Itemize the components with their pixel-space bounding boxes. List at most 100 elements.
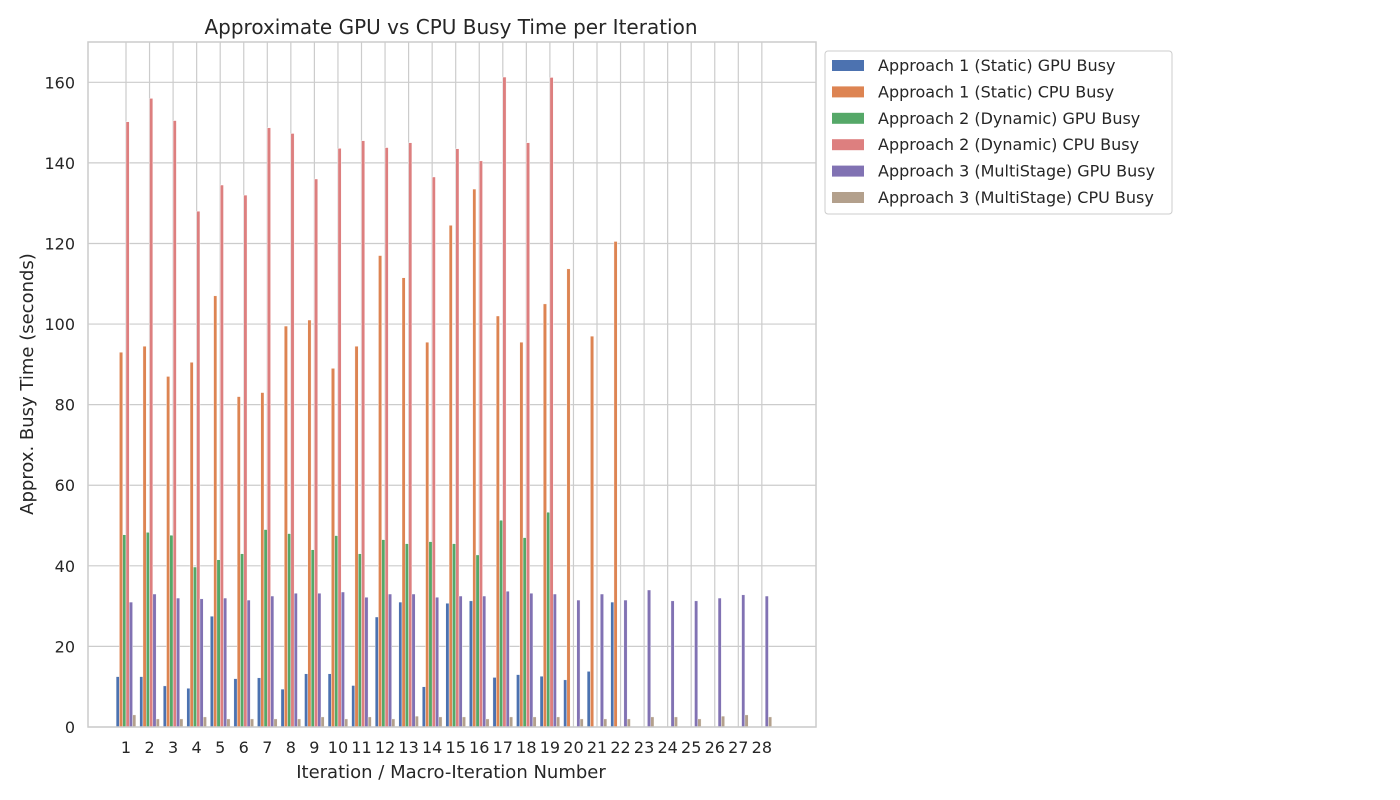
bar-series-4-iter-14 (431, 176, 436, 728)
bar-series-4-iter-3 (172, 120, 177, 728)
legend-entry: Approach 1 (Static) GPU Busy (878, 56, 1115, 75)
bar-series-4-iter-1 (125, 121, 130, 728)
bar-series-3-iter-19 (546, 512, 551, 728)
bar-series-2-iter-6 (236, 396, 241, 728)
bar-series-6-iter-3 (179, 718, 184, 728)
x-tick-label: 6 (239, 738, 249, 757)
bar-series-6-iter-9 (320, 716, 325, 728)
x-tick-label: 13 (398, 738, 418, 757)
x-tick-label: 7 (262, 738, 272, 757)
bar-series-3-iter-11 (358, 553, 362, 728)
bar-series-3-iter-14 (428, 541, 433, 728)
bar-series-6-iter-8 (297, 718, 301, 728)
bar-series-1-iter-21 (586, 671, 591, 728)
x-axis: 1 2 3 4 5 6 7 8 9 10 11 12 13 14 15 16 17 18 19 20 21 22 23 24 2… (121, 738, 772, 757)
bar-series-3-iter-4 (193, 566, 197, 728)
bar-series-2-iter-5 (213, 295, 218, 728)
x-tick-label: 9 (309, 738, 319, 757)
bar-series-6-iter-18 (532, 716, 537, 728)
bar-series-4-iter-4 (196, 211, 201, 728)
x-tick-label: 20 (563, 738, 583, 757)
bar-series-6-iter-14 (438, 716, 443, 728)
bar-series-3-iter-10 (334, 535, 339, 728)
bar-series-2-iter-22 (613, 241, 618, 728)
bar-series-6-iter-23 (650, 716, 655, 728)
bar-series-5-iter-1 (129, 601, 133, 728)
bar-series-1-iter-2 (139, 676, 144, 728)
bar-series-2-iter-8 (284, 325, 288, 728)
bar-series-3-iter-18 (522, 537, 527, 728)
y-tick-label: 160 (44, 73, 75, 92)
x-tick-label: 23 (634, 738, 654, 757)
x-tick-label: 2 (144, 738, 154, 757)
bar-series-6-iter-7 (273, 718, 278, 728)
bar-series-6-iter-10 (344, 718, 349, 728)
bar-series-6-iter-21 (603, 718, 608, 728)
x-tick-label: 15 (446, 738, 466, 757)
bar-series-1-iter-19 (539, 676, 544, 728)
bar-series-4-iter-5 (219, 184, 224, 728)
legend-entry: Approach 2 (Dynamic) GPU Busy (878, 109, 1140, 128)
bar-series-2-iter-16 (472, 188, 477, 728)
bar-series-5-iter-3 (176, 597, 180, 728)
y-axis-label: Approx. Busy Time (seconds) (17, 253, 38, 515)
bar-series-1-iter-17 (492, 677, 497, 728)
legend-swatch (832, 165, 864, 177)
bar-series-3-iter-5 (216, 559, 221, 728)
bar-series-2-iter-11 (354, 346, 359, 728)
bar-series-5-iter-28 (764, 595, 769, 728)
bar-series-1-iter-5 (210, 615, 214, 728)
bar-series-3-iter-16 (475, 554, 480, 728)
bar-series-3-iter-8 (287, 533, 292, 728)
x-tick-label: 21 (587, 738, 607, 757)
bar-series-4-iter-12 (384, 147, 389, 728)
bar-series-3-iter-15 (452, 543, 456, 728)
bar-series-6-iter-28 (768, 716, 772, 728)
bar-series-4-iter-9 (314, 178, 318, 728)
bar-series-2-iter-15 (448, 225, 453, 728)
bar-series-5-iter-11 (364, 597, 369, 728)
x-tick-label: 4 (192, 738, 202, 757)
y-tick-label: 140 (44, 154, 75, 173)
bar-series-6-iter-1 (132, 714, 137, 728)
bar-series-1-iter-15 (445, 603, 450, 728)
bar-series-4-iter-10 (337, 148, 342, 728)
bar-series-6-iter-15 (462, 716, 466, 728)
bar-series-4-iter-19 (549, 77, 554, 728)
bar-series-1-iter-7 (257, 677, 261, 728)
y-tick-label: 20 (55, 637, 75, 656)
bar-series-5-iter-7 (270, 595, 275, 728)
bar-series-4-iter-18 (526, 142, 530, 728)
bar-series-6-iter-17 (509, 716, 513, 728)
bar-series-2-iter-19 (543, 303, 547, 728)
bar-series-2-iter-18 (519, 341, 524, 728)
bar-series-5-iter-9 (317, 593, 322, 728)
bar-series-5-iter-17 (505, 591, 510, 728)
bar-series-1-iter-22 (610, 601, 615, 728)
bar-series-3-iter-12 (381, 539, 386, 728)
x-tick-label: 8 (286, 738, 296, 757)
bar-series-4-iter-6 (243, 194, 248, 728)
bar-series-3-iter-6 (240, 553, 244, 728)
bar-series-5-iter-2 (152, 593, 157, 728)
bar-series-1-iter-16 (469, 600, 473, 728)
legend-swatch (832, 139, 864, 151)
bar-series-6-iter-22 (626, 718, 631, 728)
bar-series-2-iter-9 (307, 319, 312, 728)
bar-series-6-iter-6 (250, 718, 254, 728)
legend-entry: Approach 3 (MultiStage) GPU Busy (878, 162, 1155, 181)
bar-series-5-iter-18 (529, 593, 534, 728)
bar-series-5-iter-24 (670, 600, 675, 728)
bar-series-6-iter-13 (415, 715, 419, 728)
bar-series-4-iter-11 (361, 140, 365, 728)
bar-series-6-iter-27 (744, 714, 749, 728)
bar-series-2-iter-4 (189, 362, 194, 728)
bar-series-5-iter-4 (199, 598, 204, 728)
bar-series-6-iter-20 (579, 718, 584, 728)
bars (115, 76, 772, 728)
bar-series-1-iter-13 (398, 601, 403, 728)
bar-series-3-iter-9 (310, 549, 315, 728)
bar-series-5-iter-5 (223, 597, 227, 728)
bar-series-1-iter-14 (422, 686, 426, 728)
legend-box (824, 50, 1173, 215)
